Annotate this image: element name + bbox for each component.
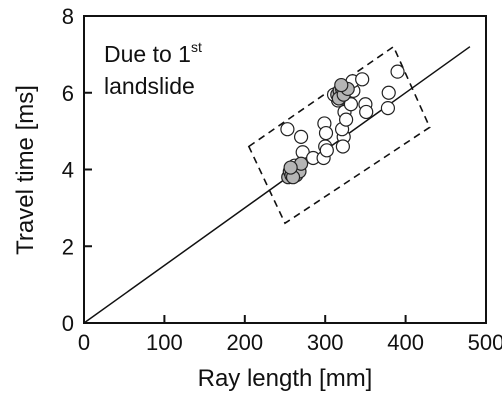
y-axis-label: Travel time [ms] [12, 85, 39, 255]
open-data-point [318, 125, 334, 141]
y-tick-label: 2 [62, 234, 74, 259]
x-tick-label: 400 [387, 330, 424, 355]
annotation-main: Due to 1 [104, 41, 191, 67]
y-tick-label: 8 [62, 4, 74, 29]
reference-line [83, 46, 471, 324]
x-axis-label: Ray length [mm] [198, 365, 373, 392]
y-tick-label: 4 [62, 158, 74, 183]
open-data-point [359, 104, 374, 120]
open-data-point [390, 64, 405, 79]
annotation-line-1: Due to 1st [104, 39, 202, 67]
open-data-point [319, 143, 334, 158]
open-data-point [339, 112, 354, 127]
data-points-layer [280, 64, 405, 185]
reference-line-layer [83, 46, 471, 324]
open-data-point [343, 97, 359, 112]
open-data-point [280, 122, 295, 137]
grey-data-point [283, 160, 298, 175]
grey-data-point [334, 77, 349, 93]
open-data-point [355, 72, 370, 87]
open-data-point [293, 129, 309, 144]
annotation-line-2: landslide [104, 73, 195, 99]
highlight-box-layer [247, 45, 431, 225]
ticks-layer: 0 100 200 300 400 500 0 2 4 6 8 [62, 4, 502, 355]
y-tick-label: 0 [62, 311, 74, 336]
highlight-box [247, 45, 431, 225]
x-tick-label: 200 [226, 330, 263, 355]
open-data-point [335, 139, 350, 154]
annotation-superscript: st [191, 39, 202, 55]
y-tick-label: 6 [62, 81, 74, 106]
x-tick-label: 500 [468, 330, 502, 355]
open-data-point [381, 85, 396, 100]
x-tick-label: 300 [307, 330, 344, 355]
open-data-point [380, 100, 396, 116]
x-tick-label: 0 [78, 330, 90, 355]
x-tick-label: 100 [146, 330, 183, 355]
